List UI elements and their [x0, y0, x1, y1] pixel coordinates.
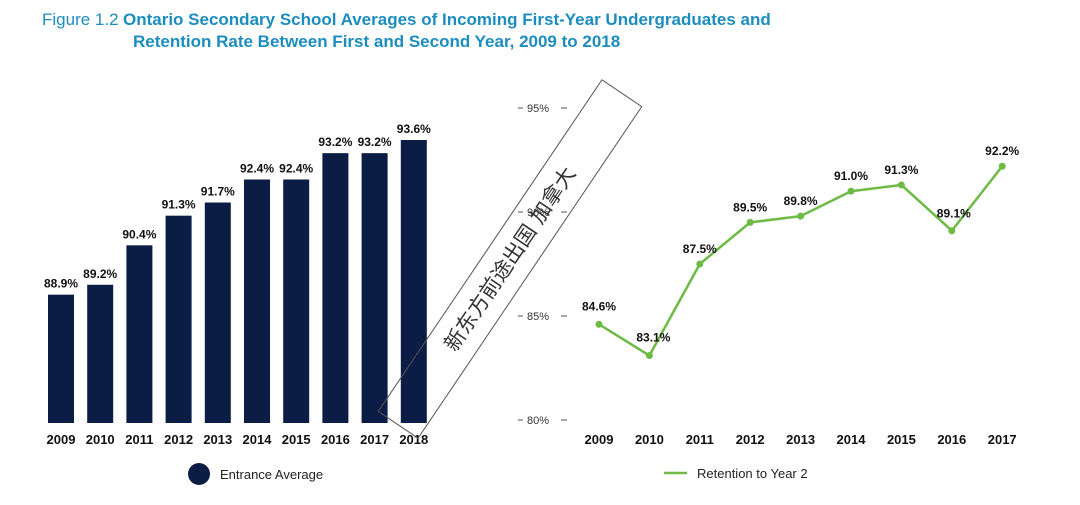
x-tick-label: 2015 — [887, 432, 916, 447]
retention-line-chart: 80% 85% 90% 95% 84.6% 2009 83.1% 2010 87.5% 2011 8… — [518, 103, 1020, 481]
x-tick-label: 2012 — [736, 432, 765, 447]
y-tick-label: 80% — [527, 415, 549, 427]
point-data-label: 89.8% — [784, 194, 818, 208]
bar-data-label: 91.7% — [201, 185, 235, 199]
x-tick-label: 2011 — [686, 432, 714, 447]
bar-data-label: 90.4% — [122, 227, 156, 241]
legend-marker — [188, 463, 210, 485]
bar — [48, 294, 74, 423]
point-data-label: 92.2% — [985, 144, 1019, 158]
bar-data-label: 91.3% — [162, 198, 196, 212]
x-tick-label: 2018 — [399, 432, 428, 447]
x-tick-label: 2017 — [360, 432, 389, 447]
x-tick-label: 2017 — [988, 432, 1017, 447]
data-point — [746, 218, 754, 226]
watermark-text: 新东方前途出国 加拿大 — [439, 162, 580, 355]
point-data-label: 87.5% — [683, 242, 717, 256]
y-tick-label: 85% — [527, 311, 549, 323]
figure-title-line2: Retention Rate Between First and Second … — [133, 32, 621, 51]
point-data-label: 91.3% — [884, 163, 918, 177]
x-tick-label: 2014 — [837, 432, 867, 447]
y-tick-label: 95% — [527, 103, 549, 115]
x-tick-label: 2014 — [243, 432, 273, 447]
point-data-label: 83.1% — [636, 331, 670, 345]
y-tick-label: 90% — [527, 207, 549, 219]
point-data-label: 89.1% — [937, 207, 971, 221]
data-point — [897, 181, 905, 189]
bar — [165, 215, 192, 423]
bar — [283, 179, 310, 423]
bar — [204, 202, 231, 423]
bar — [126, 245, 153, 423]
x-tick-label: 2011 — [125, 432, 153, 447]
data-point — [998, 162, 1006, 170]
x-tick-label: 2009 — [585, 432, 614, 447]
data-point — [797, 212, 805, 220]
data-point — [948, 227, 956, 235]
legend-label: Retention to Year 2 — [697, 466, 808, 481]
entrance-average-bar-chart: 88.9% 2009 89.2% 2010 90.4% 2011 91.3% 2012 91.7… — [44, 122, 431, 485]
figure-number: Figure 1.2 — [42, 10, 119, 29]
bar — [361, 153, 388, 424]
x-tick-label: 2013 — [203, 432, 232, 447]
x-tick-label: 2015 — [282, 432, 311, 447]
data-point — [595, 320, 603, 328]
bar — [322, 153, 349, 424]
x-tick-label: 2009 — [47, 432, 76, 447]
bar-data-label: 93.6% — [397, 122, 431, 136]
legend-label: Entrance Average — [220, 467, 323, 482]
x-tick-label: 2010 — [86, 432, 115, 447]
bar-data-label: 93.2% — [358, 135, 392, 149]
watermark-frame — [377, 79, 643, 439]
bar-data-label: 89.2% — [83, 267, 117, 281]
data-point — [645, 352, 653, 360]
x-tick-label: 2013 — [786, 432, 815, 447]
x-tick-label: 2012 — [164, 432, 193, 447]
point-data-label: 84.6% — [582, 299, 616, 313]
x-tick-label: 2016 — [321, 432, 350, 447]
x-tick-label: 2016 — [937, 432, 966, 447]
bar-data-label: 92.4% — [279, 161, 313, 175]
bar — [87, 284, 114, 423]
figure-title: Figure 1.2 Ontario Secondary School Aver… — [42, 10, 942, 52]
bar-data-label: 93.2% — [318, 135, 352, 149]
bar — [400, 140, 427, 423]
point-data-label: 89.5% — [733, 200, 767, 214]
data-point — [696, 260, 704, 268]
bar-data-label: 88.9% — [44, 277, 78, 291]
figure-title-line1: Ontario Secondary School Averages of Inc… — [123, 10, 771, 29]
point-data-label: 91.0% — [834, 169, 868, 183]
bar — [244, 179, 270, 423]
data-point — [847, 187, 855, 195]
x-tick-label: 2010 — [635, 432, 664, 447]
bar-data-label: 92.4% — [240, 161, 274, 175]
